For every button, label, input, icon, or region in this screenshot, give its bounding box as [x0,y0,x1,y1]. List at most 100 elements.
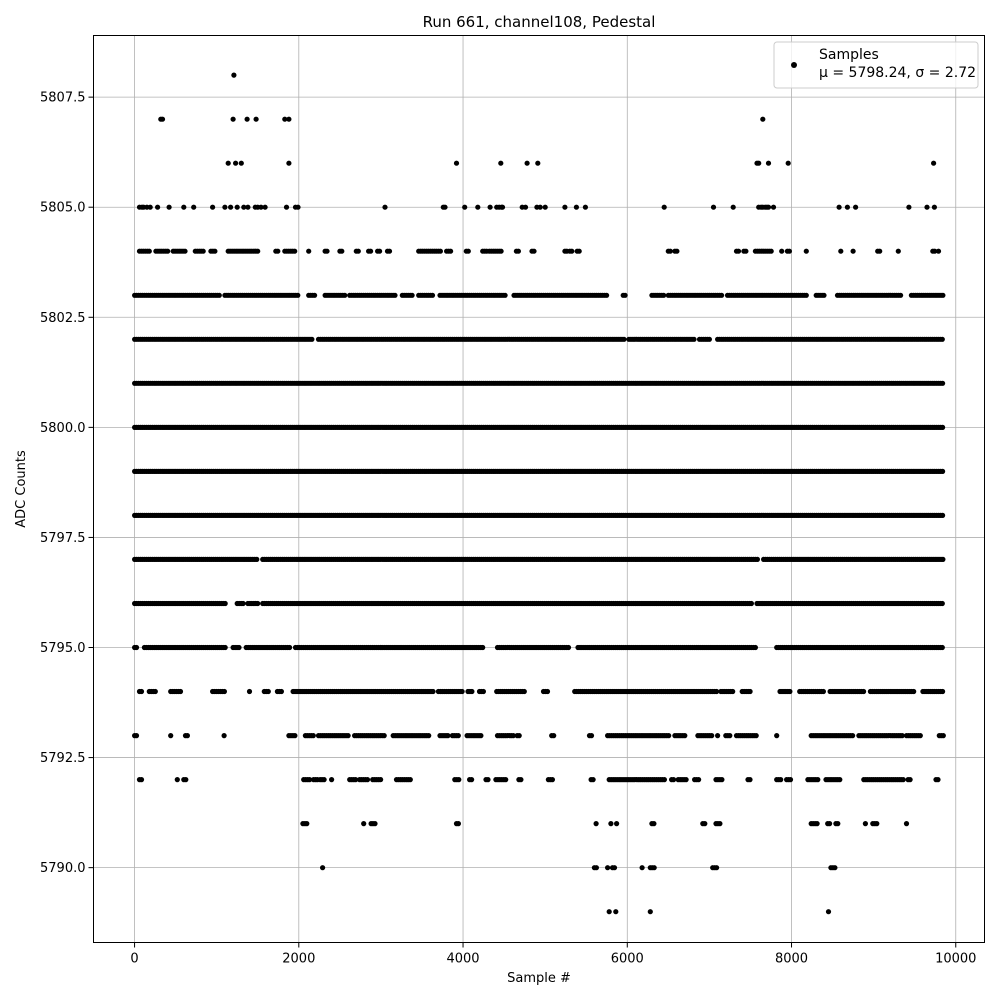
data-point [651,821,657,827]
data-point [522,204,529,210]
data-point [709,733,715,739]
data-point [542,204,548,210]
data-point [453,160,460,166]
data-point [531,248,537,254]
data-point [518,777,524,783]
data-point [475,204,481,210]
data-point [240,600,246,607]
data-point [622,292,628,298]
data-point [275,248,281,254]
data-point [590,777,596,783]
data-point [503,777,509,783]
data-point [437,248,443,254]
data-point [906,204,912,210]
data-point [133,733,140,739]
data-point [364,777,371,783]
data-point [245,204,251,210]
data-point [940,424,946,430]
data-point [372,821,378,827]
data-point [768,248,774,254]
data-point [651,865,657,871]
data-point [719,292,725,298]
data-point [606,909,612,915]
data-point [940,468,946,474]
data-point [917,733,923,739]
legend-stats-label: μ = 5798.24, σ = 2.72 [819,65,976,81]
data-point [748,600,755,607]
data-point [730,204,736,210]
data-point [850,248,856,254]
data-point [222,644,228,651]
data-point [465,248,471,254]
y-tick-label: 5795.0 [40,641,86,656]
data-point [932,248,938,254]
data-point [502,292,508,298]
data-point [562,204,568,210]
data-point [487,204,493,210]
data-point [258,204,264,210]
data-point [228,204,234,210]
data-point [515,248,522,254]
data-point [469,777,475,783]
data-point [935,248,942,254]
data-point [939,336,945,342]
data-point [212,248,218,254]
data-point [935,777,941,783]
legend-box [773,41,979,89]
data-point [573,204,580,210]
data-point [535,160,541,166]
data-point [861,688,867,695]
data-point [255,600,261,607]
data-point [442,204,448,210]
data-point [778,777,784,783]
data-point [877,248,883,254]
data-point [292,248,298,254]
data-point [510,733,516,739]
data-point [582,204,589,210]
data-point [307,777,313,783]
data-point [661,204,667,210]
data-point [827,821,833,827]
data-point [184,733,190,739]
data-point [191,204,197,210]
data-point [459,688,465,695]
data-point [329,777,335,783]
data-point [310,733,316,739]
data-point [177,688,184,695]
data-point [182,248,188,254]
data-point [787,777,794,783]
data-point [838,248,844,254]
data-point [221,688,227,695]
data-point [661,292,667,298]
data-point [544,688,551,695]
data-point [785,160,791,166]
data-point [210,204,216,210]
data-point [253,116,259,122]
data-point [719,777,725,783]
data-point [691,336,697,342]
data-point [565,644,572,651]
data-point [939,600,945,607]
data-point [899,733,905,739]
data-point [765,160,772,166]
data-point [832,865,838,871]
data-point [304,821,310,827]
data-point [639,865,645,871]
data-point [593,865,600,871]
data-point [368,248,374,254]
data-point [146,248,152,254]
data-point [324,248,330,254]
data-point [820,688,827,695]
data-point [244,116,250,122]
data-point [604,292,610,298]
data-point [246,688,253,695]
x-tick-label: 8000 [775,952,808,967]
data-point [306,248,312,254]
y-axis: 5790.05792.55795.05797.55800.05802.55805… [40,91,94,876]
data-point [455,821,461,827]
data-point [743,248,749,254]
data-point [455,733,461,739]
data-point [448,248,454,254]
data-point [382,204,388,210]
data-point [647,909,653,915]
